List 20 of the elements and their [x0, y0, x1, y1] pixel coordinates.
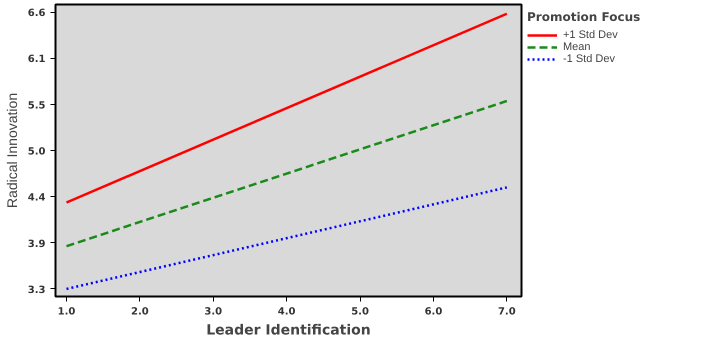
legend-title: Promotion Focus	[527, 10, 640, 24]
y-tick-label: 6.1	[28, 54, 46, 66]
y-tick-label: 3.9	[28, 238, 46, 250]
x-tick-label: 1.0	[58, 306, 76, 318]
y-tick-label: 4.4	[28, 192, 46, 204]
legend-label: -1 Std Dev	[563, 53, 615, 65]
y-tick-label: 5.5	[28, 100, 46, 112]
x-tick-label: 3.0	[204, 306, 222, 318]
y-tick-label: 6.6	[28, 8, 46, 20]
legend-label: +1 Std Dev	[563, 29, 618, 41]
x-tick-label: 2.0	[131, 306, 149, 318]
y-axis-title: Radical Innovation	[4, 92, 20, 208]
x-tick-label: 7.0	[498, 306, 516, 318]
y-tick-label: 5.0	[28, 146, 46, 158]
x-tick-label: 5.0	[351, 306, 369, 318]
x-axis-title: Leader Identification	[206, 322, 371, 338]
x-tick-label: 4.0	[278, 306, 296, 318]
y-tick-label: 3.3	[28, 284, 46, 296]
x-tick-label: 6.0	[424, 306, 442, 318]
legend-label: Mean	[563, 41, 591, 53]
